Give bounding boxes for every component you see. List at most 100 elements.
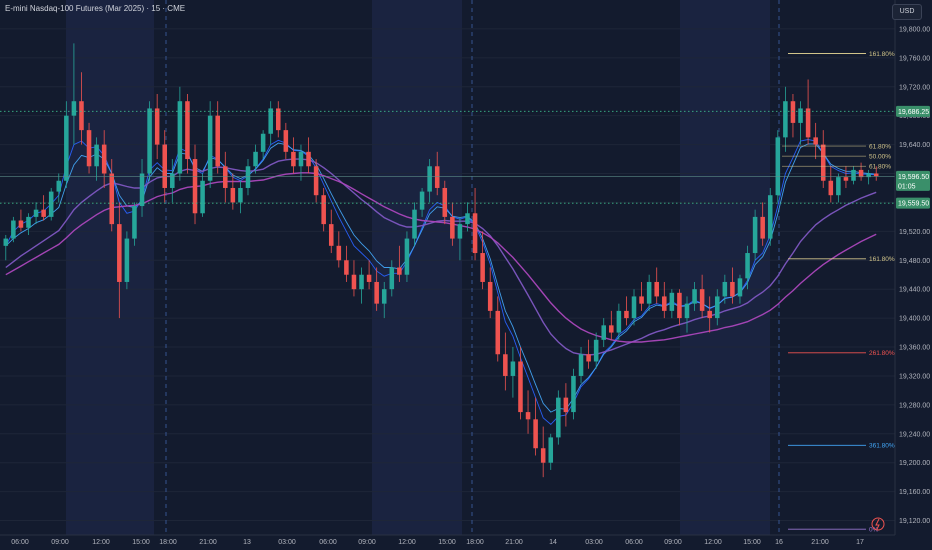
candle-body [760, 216, 765, 239]
candle [707, 296, 712, 333]
candle [843, 166, 849, 188]
price-tag-label: 19,559.50 [898, 201, 929, 208]
candle-body [563, 397, 569, 413]
fib-label: 61.80% [869, 143, 891, 150]
candle-body [843, 177, 849, 181]
candle [3, 234, 9, 261]
candle [692, 281, 697, 311]
candle [366, 260, 372, 290]
candle-body [434, 166, 440, 188]
candle [503, 332, 508, 391]
candle-body [419, 191, 425, 210]
candle [684, 296, 690, 333]
candle [669, 289, 675, 319]
candle [662, 281, 667, 319]
time-tick-label: 13 [243, 539, 251, 546]
candle-body [737, 278, 743, 297]
alert-circle [871, 517, 885, 531]
candle [533, 397, 538, 456]
candle-body [389, 267, 395, 290]
candle [117, 202, 122, 319]
candle-body [344, 260, 349, 275]
time-tick-label: 18:00 [159, 539, 177, 546]
candle [381, 281, 387, 319]
candle [624, 296, 629, 326]
candle [238, 180, 243, 214]
candle-body [586, 354, 591, 362]
candle-body [275, 108, 281, 131]
price-axis-bg[interactable] [895, 0, 932, 535]
candle [434, 151, 440, 196]
candle [730, 267, 735, 304]
candle-body [790, 101, 796, 123]
candle-body [298, 151, 304, 167]
candle [654, 267, 659, 304]
candle-body [548, 437, 554, 463]
candle-body [669, 292, 675, 311]
candle [33, 202, 39, 225]
candle-body [510, 361, 516, 376]
candle-body [798, 108, 803, 123]
candle [427, 159, 432, 203]
candle-body [268, 108, 273, 134]
candle [450, 202, 455, 246]
candle-body [813, 137, 818, 145]
time-tick-label: 17 [856, 539, 864, 546]
time-axis[interactable]: 06:00 09:00 12:00 15:00 18:00 21:00 13 03:00 06:… [11, 539, 864, 546]
candle [775, 130, 781, 203]
candle [540, 426, 546, 478]
candle [230, 173, 236, 210]
candle-body [465, 213, 470, 225]
fib-label: 261.80% [869, 350, 895, 357]
candle-body [714, 296, 720, 319]
candle [215, 101, 220, 174]
candle [571, 368, 576, 420]
candle [578, 347, 584, 384]
price-tick-label: 19,160.00 [899, 489, 930, 496]
candle-body [41, 209, 46, 217]
candle [177, 86, 183, 181]
time-tick-label: 15:00 [743, 539, 761, 546]
candle-body [230, 187, 236, 203]
candle [563, 383, 569, 427]
candle [321, 187, 326, 232]
candle [79, 72, 84, 145]
candle-body [260, 133, 266, 152]
candle-body [707, 310, 712, 319]
currency-button[interactable]: USD [892, 4, 922, 20]
candle-body [646, 281, 652, 304]
candle-body [450, 216, 455, 239]
candle [851, 166, 856, 185]
candle-body [223, 166, 228, 188]
fib-label: 0% [869, 527, 879, 534]
fib-extension[interactable]: 161.80% 61.80% 50.00% 61.80% 161.80% 261.80% 3… [782, 51, 895, 534]
time-tick-label: 21:00 [811, 539, 829, 546]
candle-body [124, 238, 130, 282]
candle-body [162, 144, 168, 188]
candle [760, 202, 765, 246]
price-tick-label: 19,320.00 [899, 373, 930, 380]
time-axis-bg[interactable] [0, 535, 932, 550]
time-tick-label: 06:00 [625, 539, 643, 546]
candle-body [207, 115, 213, 181]
candle [207, 101, 213, 188]
candle [71, 43, 77, 145]
candle [101, 130, 107, 188]
candle-body [767, 195, 773, 239]
candle-body [631, 296, 637, 319]
candle-body [609, 325, 614, 333]
candle-body [692, 289, 697, 304]
candle-body [540, 448, 546, 463]
session-band-0 [66, 0, 154, 535]
candle-body [336, 245, 342, 261]
candle-body [775, 137, 781, 196]
fib-label: 50.00% [869, 153, 891, 160]
candle-body [170, 173, 175, 188]
candle-body [245, 166, 251, 188]
candle-body [33, 209, 39, 217]
candle-body [3, 238, 9, 246]
candle-body [359, 274, 364, 290]
candle [26, 213, 31, 235]
